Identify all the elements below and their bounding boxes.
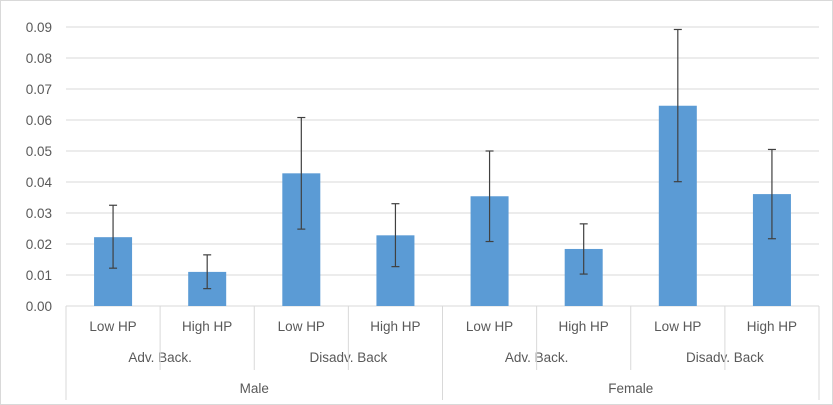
- bars: [94, 105, 791, 307]
- error-bars: [109, 28, 776, 290]
- x-category-label: High HP: [370, 319, 420, 334]
- y-tick-label: 0.09: [26, 20, 52, 35]
- y-tick-label: 0.05: [26, 144, 52, 159]
- gridlines: [66, 26, 819, 307]
- y-tick-label: 0.04: [26, 175, 53, 190]
- x-supergroup-label: Female: [608, 381, 653, 396]
- y-axis-tick-labels: 0.00 0.01 0.02 0.03 0.04 0.05 0.06 0.07 0.08 0.09: [26, 20, 53, 314]
- x-category-label: Low HP: [466, 319, 513, 334]
- x-category-label: High HP: [559, 319, 609, 334]
- x-category-label: Low HP: [654, 319, 701, 334]
- x-category-label: Low HP: [278, 319, 325, 334]
- y-tick-label: 0.08: [26, 51, 52, 66]
- y-tick-label: 0.02: [26, 237, 52, 252]
- y-tick-label: 0.03: [26, 206, 52, 221]
- y-tick-label: 0.01: [26, 268, 52, 283]
- y-tick-label: 0.00: [26, 299, 52, 314]
- x-category-label: High HP: [747, 319, 797, 334]
- x-axis-categories: Low HP High HP Low HP High HP Low HP High HP L…: [65, 306, 820, 400]
- x-category-label: High HP: [182, 319, 232, 334]
- y-tick-label: 0.07: [26, 82, 52, 97]
- y-tick-label: 0.06: [26, 113, 52, 128]
- x-supergroup-label: Male: [240, 381, 269, 396]
- x-category-label: Low HP: [89, 319, 136, 334]
